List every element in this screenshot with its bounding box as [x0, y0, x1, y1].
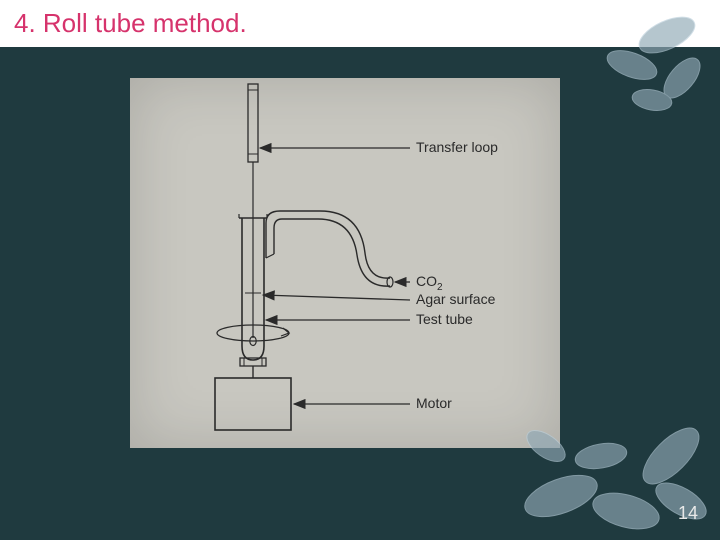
page-number: 14 — [678, 503, 698, 524]
co2-hose — [266, 211, 393, 287]
motor-box — [215, 378, 291, 430]
label-motor: Motor — [416, 395, 452, 411]
label-test-tube: Test tube — [416, 311, 473, 327]
diagram-svg: Transfer loop CO2 Agar surface Test tube… — [130, 78, 560, 448]
label-agar-surface: Agar surface — [416, 291, 496, 307]
bacteria-decoration-top — [582, 10, 712, 120]
tube-holder — [240, 358, 266, 378]
roll-tube-diagram: Transfer loop CO2 Agar surface Test tube… — [130, 78, 560, 448]
label-transfer-loop: Transfer loop — [416, 139, 498, 155]
leader-agar — [263, 295, 410, 300]
label-co2: CO2 — [416, 273, 443, 293]
transfer-loop-shape — [248, 84, 258, 346]
